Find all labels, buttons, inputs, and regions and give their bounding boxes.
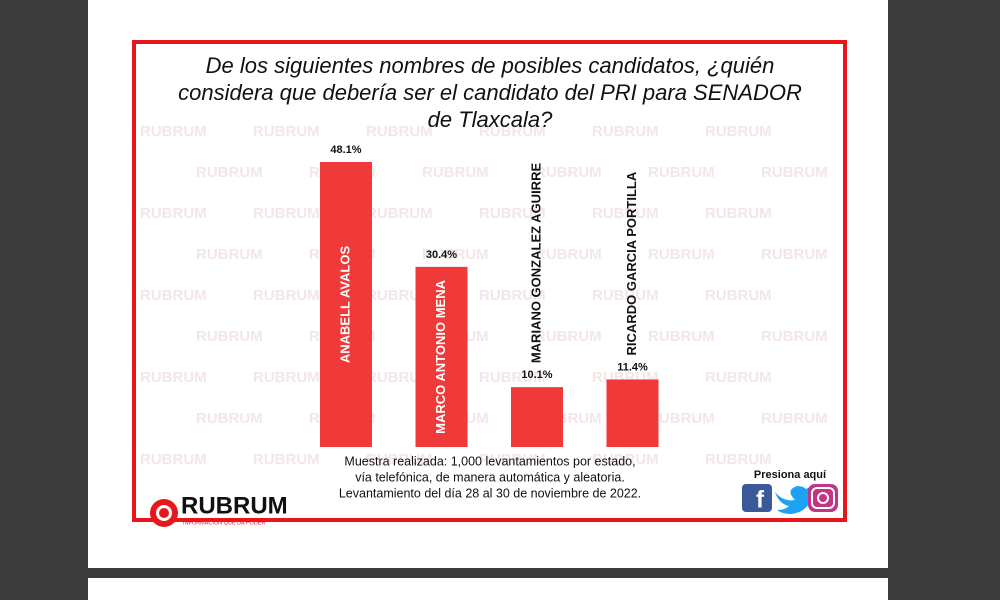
watermark-text: RUBRUM (761, 164, 828, 181)
watermark-text: RUBRUM (479, 369, 546, 386)
watermark-text: RUBRUM (140, 451, 207, 468)
watermark-text: RUBRUM (366, 205, 433, 222)
watermark-text: RUBRUM (705, 451, 772, 468)
watermark-text: RUBRUM (422, 164, 489, 181)
category-label: ANABELL AVALOS (337, 246, 352, 364)
watermark-text: RUBRUM (196, 328, 263, 345)
watermark-text: RUBRUM (479, 451, 546, 468)
value-label: 48.1% (330, 144, 361, 156)
watermark-text: RUBRUM (648, 410, 715, 427)
bar (606, 379, 659, 447)
watermark-text: RUBRUM (535, 328, 602, 345)
watermark-text: RUBRUM (592, 451, 659, 468)
watermark-text: RUBRUM (705, 369, 772, 386)
watermark-text: RUBRUM (196, 164, 263, 181)
note: Muestra realizada: 1,000 levantamientos … (344, 454, 635, 468)
svg-text:f: f (756, 486, 765, 513)
watermark-text: RUBRUM (253, 369, 320, 386)
watermark-text: RUBRUM (761, 328, 828, 345)
note: vía telefónica, de manera automática y a… (355, 470, 625, 484)
watermark-text: RUBRUM (140, 369, 207, 386)
bar (415, 266, 468, 447)
value-label: 11.4% (617, 361, 648, 373)
watermark-text: RUBRUM (196, 410, 263, 427)
value-label: 30.4% (426, 249, 457, 261)
note: Levantamiento del día 28 al 30 de noviem… (339, 486, 641, 500)
value-label: 10.1% (521, 369, 552, 381)
watermark-text: RUBRUM (761, 410, 828, 427)
watermark-text: RUBRUM (648, 246, 715, 263)
watermark-text: RUBRUM (705, 123, 772, 140)
bar (320, 162, 372, 447)
watermark-text: RUBRUM (422, 246, 489, 263)
watermark-text: RUBRUM (140, 123, 207, 140)
logo-name: RUBRUM (181, 492, 288, 519)
category-label: MARIANO GONZALEZ AGUIRRE (528, 163, 543, 364)
watermark-text: RUBRUM (535, 164, 602, 181)
facebook-icon[interactable]: f (742, 484, 772, 513)
watermark-text: RUBRUM (592, 287, 659, 304)
bar (511, 387, 563, 447)
category-label: RICARDO GARCIA PORTILLA (624, 171, 639, 355)
watermark-text: RUBRUM (366, 451, 433, 468)
watermark-text: RUBRUM (705, 205, 772, 222)
paper (88, 0, 888, 568)
next-paper (88, 578, 888, 600)
watermark-text: RUBRUM (705, 287, 772, 304)
watermark-text: RUBRUM (140, 287, 207, 304)
chart-title: De los siguientes nombres de posibles ca… (178, 53, 802, 132)
watermark-text: RUBRUM (366, 123, 433, 140)
twitter-icon[interactable] (775, 486, 813, 514)
instagram-icon[interactable] (808, 484, 838, 512)
watermark-text: RUBRUM (479, 205, 546, 222)
watermark-text: RUBRUM (592, 123, 659, 140)
logo: RUBRUM INFORMACIÓN QUE DA PODER (150, 492, 288, 527)
watermark-text: RUBRUM (479, 287, 546, 304)
watermark-text: RUBRUM (535, 246, 602, 263)
social-label: Presiona aquí (754, 469, 827, 481)
watermark-text: RUBRUM (253, 451, 320, 468)
category-label: MARCO ANTONIO MENA (433, 279, 448, 433)
watermark-text: RUBRUM (253, 287, 320, 304)
watermark-text: RUBRUM (648, 164, 715, 181)
watermark-text: RUBRUM (196, 246, 263, 263)
watermark-text: RUBRUM (479, 123, 546, 140)
watermark-text: RUBRUM (648, 328, 715, 345)
watermark-text: RUBRUM (140, 205, 207, 222)
frame (132, 40, 847, 522)
watermark-text: RUBRUM (253, 123, 320, 140)
watermark-text: RUBRUM (592, 205, 659, 222)
logo-tagline: INFORMACIÓN QUE DA PODER (183, 519, 266, 526)
watermark-text: RUBRUM (761, 246, 828, 263)
watermark-text: RUBRUM (253, 205, 320, 222)
